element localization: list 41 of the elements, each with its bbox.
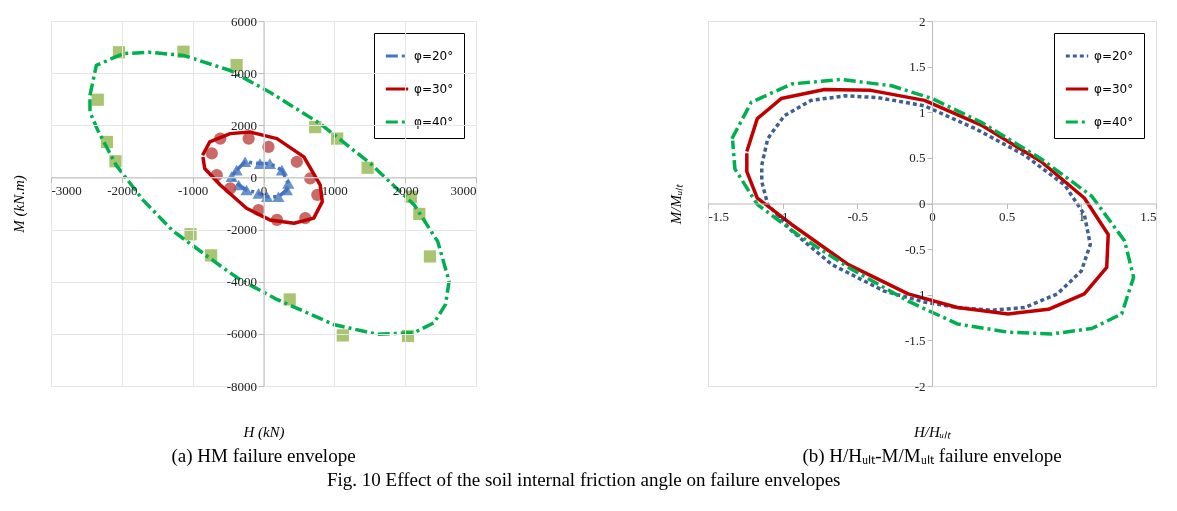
y-axis-title: M/Mᵤₗₜ: [667, 182, 684, 226]
y-tick-label: 0.5: [909, 150, 926, 166]
x-tick-label: 0: [260, 182, 268, 198]
x-axis-title: H (kN): [242, 423, 285, 441]
y-tick-label: 1.5: [909, 59, 926, 75]
y-tick-label: -2000: [226, 222, 257, 238]
x-tick-label: -2000: [107, 182, 138, 198]
x-tick-label: 1000: [321, 182, 348, 198]
y-tick-label: 2: [919, 13, 926, 29]
y-tick-label: 2000: [231, 117, 257, 133]
text: (b) H/Hᵤₗₜ-M/Mᵤₗₜ failure envelope: [802, 445, 1062, 467]
x-tick-label: 3000: [450, 182, 477, 198]
x-tick-label: -1.5: [708, 209, 730, 224]
y-tick-label: -4000: [226, 274, 257, 290]
y-tick-label: -6000: [226, 326, 257, 342]
y-tick-label: 1: [919, 104, 926, 120]
y-tick-label: 4000: [231, 65, 257, 81]
x-tick-label: 1.5: [1140, 209, 1157, 224]
legend-label: φ=30°: [1094, 82, 1134, 96]
legend-label: φ=20°: [1094, 49, 1134, 63]
x-tick-label: -0.5: [847, 209, 869, 224]
x-tick-label: -3000: [51, 182, 82, 198]
x-tick-label: -1000: [177, 182, 209, 198]
x-tick-label: -1: [777, 209, 789, 224]
caption: Fig. 10 Effect of the soil internal friction angle on failure envelopes: [326, 468, 841, 490]
y-tick-label: -2: [914, 378, 926, 394]
x-axis-title: H/Hᵤₗₜ: [912, 423, 953, 440]
y-tick-label: -8000: [226, 378, 257, 394]
x-tick-label: 0.5: [999, 209, 1016, 224]
y-tick-label: 0: [919, 196, 926, 211]
legend-label: φ=30°: [414, 82, 454, 96]
y-tick-label: -1: [914, 287, 926, 303]
x-tick-label: 1: [1078, 209, 1086, 224]
y-axis-title: M (kN.m): [10, 175, 28, 234]
y-tick-label: -0.5: [904, 241, 926, 257]
legend-label: φ=40°: [1094, 115, 1134, 129]
y-tick-label: 0: [250, 169, 257, 185]
legend-label: φ=20°: [414, 49, 454, 63]
y-tick-label: -1.5: [904, 332, 926, 348]
y-tick-label: 6000: [231, 13, 257, 29]
text: (a) HM failure envelope: [171, 445, 356, 467]
